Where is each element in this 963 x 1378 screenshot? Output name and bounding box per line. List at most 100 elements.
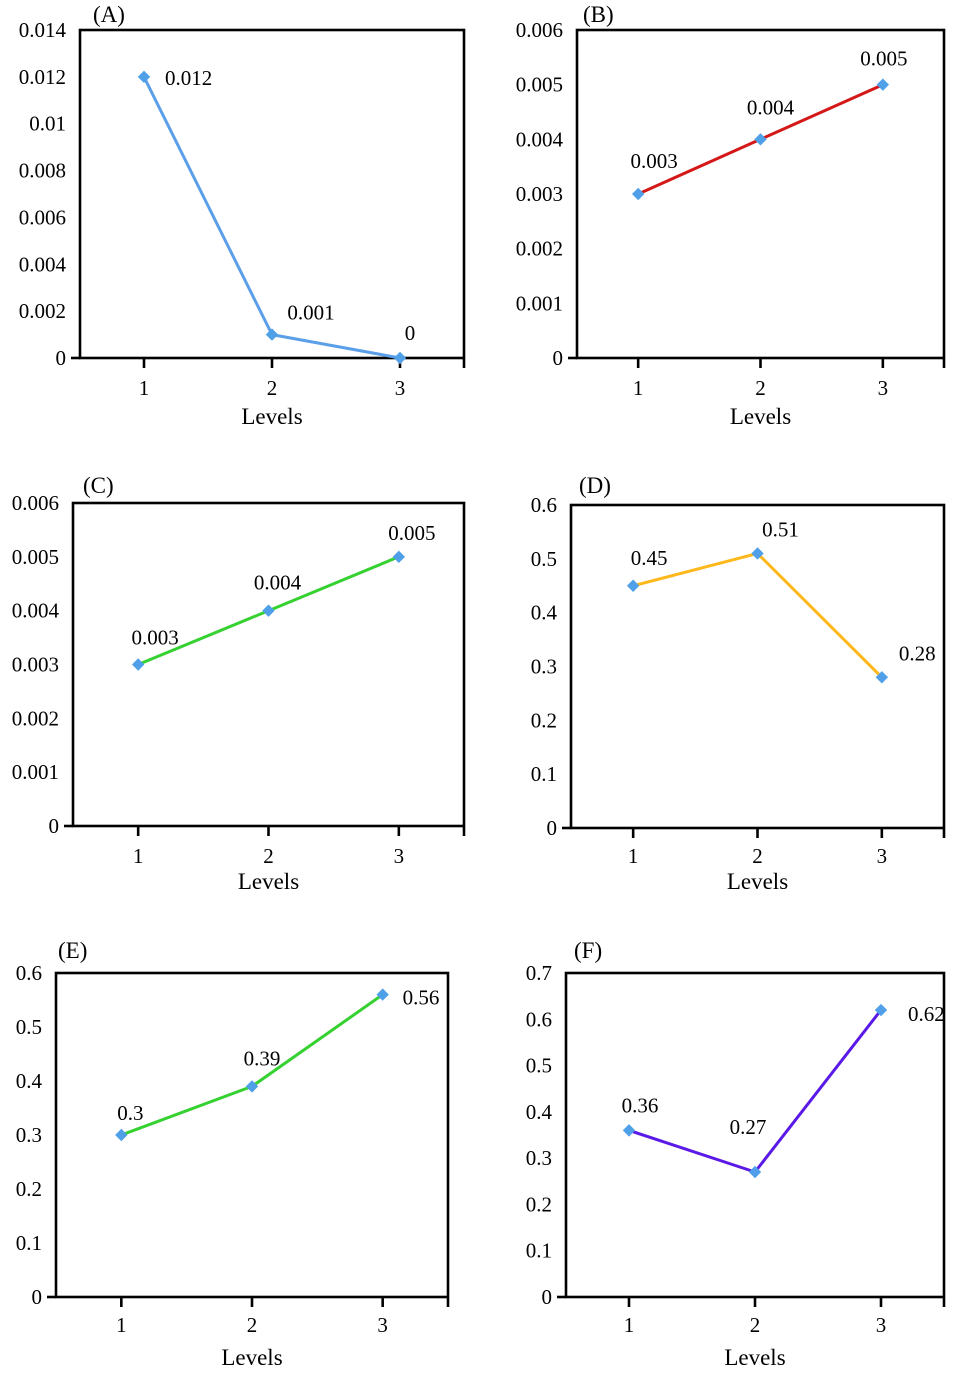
plot-border: [71, 501, 466, 828]
y-tick-label: 0.2: [531, 708, 557, 732]
y-tick-label: 0.004: [516, 127, 564, 151]
data-label: 0.51: [762, 517, 799, 541]
data-label: 0.004: [747, 95, 795, 119]
chart-d-plot: 0 0.1 0.2 0.3 0.4 0.5 0.6 1 2 3 0.45 0.51 0.28: [531, 493, 946, 868]
chart-title-e: (E): [58, 938, 88, 963]
plot-border: [569, 503, 946, 830]
chart-title-c: (C): [83, 473, 114, 498]
y-tick-label: 0: [32, 1285, 43, 1309]
x-tick-label: 1: [628, 844, 639, 868]
y-tick-label: 0.012: [19, 65, 66, 89]
data-label: 0.39: [244, 1046, 281, 1070]
chart-b-plot: 0 0.001 0.002 0.003 0.004 0.005 0.006 1 2 3 0.003 0…: [516, 18, 946, 400]
data-label: 0.001: [287, 301, 334, 325]
data-point-marker: [622, 1124, 636, 1137]
x-tick-label: 3: [878, 376, 889, 400]
data-label: 0.012: [165, 66, 212, 90]
y-tick-label: 0.006: [19, 205, 66, 229]
y-tick-label: 0.1: [531, 762, 557, 786]
y-tick-label: 0: [56, 346, 67, 370]
y-tick-label: 0.6: [526, 1007, 552, 1031]
x-tick-label: 1: [633, 376, 644, 400]
chart-title-d: (D): [579, 473, 611, 498]
chart-f-plot: 0 0.1 0.2 0.3 0.4 0.5 0.6 0.7 1 2 3 0.36 0.27 0.62: [526, 961, 946, 1337]
data-label: 0.003: [132, 626, 179, 650]
x-axis-title-c: Levels: [237, 869, 300, 894]
y-tick-label: 0.001: [516, 291, 563, 315]
y-tick-label: 0.008: [19, 159, 66, 183]
x-tick-label: 2: [755, 376, 766, 400]
y-tick-label: 0.002: [19, 299, 66, 323]
data-label: 0.005: [388, 521, 435, 545]
data-point-marker: [115, 1128, 128, 1142]
y-tick-label: 0: [542, 1285, 553, 1309]
y-tick-label: 0.5: [531, 547, 557, 571]
data-label: 0.45: [631, 546, 668, 570]
x-tick-label: 1: [624, 1313, 635, 1337]
data-point-marker: [631, 187, 645, 201]
x-tick-label: 1: [116, 1313, 127, 1337]
y-tick-label: 0: [553, 346, 564, 370]
data-label: 0.004: [254, 571, 302, 595]
x-tick-label: 2: [267, 376, 278, 400]
x-axis-title-b: Levels: [729, 404, 792, 429]
y-tick-label: 0.006: [516, 18, 563, 42]
y-tick-label: 0.5: [526, 1054, 552, 1078]
chart-a-plot: 0 0.002 0.004 0.006 0.008 0.01 0.012 0.014 1 2 3 0.…: [19, 18, 466, 400]
plot-border: [54, 971, 450, 1299]
series-line: [627, 1008, 883, 1174]
chart-c-plot: 0 0.001 0.002 0.003 0.004 0.005 0.006 1 2 3 0.003 0…: [12, 491, 466, 868]
chart-e-plot: 0 0.1 0.2 0.3 0.4 0.5 0.6 1 2 3 0.3 0.39 0.56: [16, 961, 450, 1337]
x-tick-label: 2: [247, 1313, 258, 1337]
y-tick-label: 0.004: [19, 252, 67, 276]
data-point-marker: [131, 658, 145, 671]
data-point-marker: [392, 550, 406, 564]
chart-title-a: (A): [93, 2, 125, 27]
y-tick-label: 0.4: [531, 601, 558, 625]
x-tick-label: 3: [394, 844, 405, 868]
series-line: [631, 551, 884, 679]
y-tick-label: 0.7: [526, 961, 552, 985]
y-tick-label: 0.014: [19, 18, 67, 42]
y-tick-label: 0.2: [526, 1192, 552, 1216]
chart-panel-f: 0 0.1 0.2 0.3 0.4 0.5 0.6 0.7 1 2 3 0.36 0.27 0.62 (F…: [481, 920, 962, 1378]
x-tick-label: 3: [395, 376, 406, 400]
data-point-marker: [876, 78, 890, 91]
x-tick-label: 3: [377, 1313, 388, 1337]
chart-title-b: (B): [583, 2, 614, 27]
y-tick-label: 0.5: [16, 1015, 42, 1039]
y-tick-label: 0.4: [526, 1100, 553, 1124]
data-label: 0.3: [117, 1101, 143, 1125]
data-point-marker: [137, 70, 151, 84]
y-tick-label: 0.001: [12, 760, 59, 784]
y-tick-label: 0.002: [12, 706, 59, 730]
y-tick-label: 0: [49, 814, 60, 838]
x-tick-label: 3: [877, 844, 888, 868]
data-label: 0.003: [631, 149, 678, 173]
data-label: 0.56: [403, 986, 440, 1010]
y-tick-label: 0.6: [16, 961, 42, 985]
y-tick-label: 0: [547, 816, 558, 840]
y-tick-label: 0.1: [526, 1239, 552, 1263]
x-axis-title-f: Levels: [724, 1345, 786, 1370]
x-axis-title-e: Levels: [221, 1345, 283, 1370]
y-tick-label: 0.01: [29, 112, 66, 136]
y-tick-label: 0.005: [12, 545, 59, 569]
chart-panel-c: 0 0.001 0.002 0.003 0.004 0.005 0.006 1 2 3 0.003 0…: [0, 460, 481, 919]
data-label: 0.005: [860, 47, 907, 71]
plot-border: [575, 28, 946, 360]
y-tick-label: 0.3: [531, 655, 557, 679]
x-tick-label: 2: [263, 844, 274, 868]
y-tick-label: 0.3: [16, 1123, 42, 1147]
chart-panel-b: 0 0.001 0.002 0.003 0.004 0.005 0.006 1 2 3 0.003 0…: [481, 0, 962, 459]
data-label: 0.28: [899, 641, 936, 665]
x-tick-label: 2: [750, 1313, 761, 1337]
chart-panel-a: 0 0.002 0.004 0.006 0.008 0.01 0.012 0.014 1 2 3 0.…: [0, 0, 481, 459]
data-label: 0: [405, 321, 416, 345]
y-tick-label: 0.002: [516, 237, 563, 261]
y-tick-label: 0.003: [12, 653, 59, 677]
x-tick-label: 3: [876, 1313, 887, 1337]
y-tick-label: 0.3: [526, 1146, 552, 1170]
data-point-marker: [874, 1003, 888, 1017]
